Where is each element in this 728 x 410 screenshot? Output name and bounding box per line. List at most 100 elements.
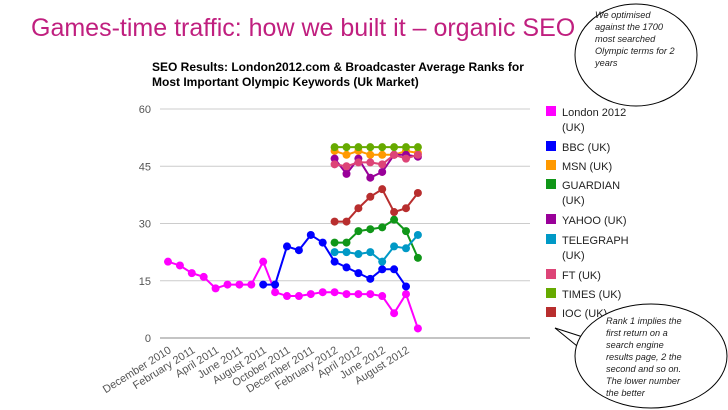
callout-bottom-text: second and so on. [606,364,681,374]
data-point [247,280,256,289]
data-point [413,324,422,333]
legend-item: BBC (UK) [546,141,610,154]
callout-bottom-text: Rank 1 implies the [606,316,682,326]
legend-swatch [546,269,556,279]
series-3 [330,215,422,262]
data-point [318,238,327,247]
legend-swatch [546,234,556,244]
data-point [366,192,375,201]
series-0 [164,257,422,333]
data-point [354,290,363,299]
legend-label: London 2012 [562,107,626,119]
legend-swatch [546,307,556,317]
data-point [283,292,291,301]
data-point [259,280,268,289]
data-point [342,217,351,226]
data-point [330,143,339,152]
data-point [199,272,208,281]
data-point [366,274,375,283]
data-point [413,188,422,197]
data-point [330,217,339,226]
data-point [390,208,399,217]
legend-item: London 2012 (UK) [546,106,626,134]
data-point [366,225,375,234]
callout-bottom-text: results page, 2 the [606,352,682,362]
callout-top-text: years [594,58,618,68]
data-point [306,290,315,299]
chart-title-line: SEO Results: London2012.com & Broadcaste… [152,60,524,74]
data-point [390,215,399,224]
data-point [330,154,339,163]
data-point [366,248,375,257]
legend-item: FT (UK) [546,269,601,282]
legend-label: IOC (UK) [562,308,607,320]
series-1 [259,230,410,291]
series-7 [330,143,422,152]
chart-title-line: Most Important Olympic Keywords (Uk Mark… [152,75,419,89]
slide-title: Games-time traffic: how we built it – or… [31,14,576,42]
legend-label: (UK) [562,250,585,262]
data-point [318,288,327,297]
data-point [378,160,387,169]
data-point [378,185,387,194]
data-point [402,282,410,291]
callout-bottom-bubble [574,303,728,409]
data-point [330,160,339,169]
data-point [342,162,351,171]
legend-label: BBC (UK) [562,142,610,154]
data-point [330,257,339,266]
data-point [271,280,280,289]
data-point [366,158,375,167]
legend-item: MSN (UK) [546,160,612,173]
data-point [390,143,399,152]
callout-top-text: We optimised [595,10,651,20]
data-point [402,143,410,152]
data-point [354,250,363,259]
data-point [390,150,399,159]
data-point [413,230,422,239]
callout-bottom: Rank 1 implies the first return on a searc… [554,303,728,409]
data-point [366,150,375,159]
data-point [402,204,410,213]
data-point [390,265,399,274]
callout-bottom-text: first return on a [606,328,668,338]
legend-item: TIMES (UK) [546,288,621,301]
legend-label: FT (UK) [562,270,601,282]
data-point [294,292,303,301]
data-point [211,284,220,293]
series-8 [330,185,422,226]
data-point [366,173,375,182]
callout-bottom-text: The lower number [606,376,681,386]
data-point [175,261,184,270]
series-6 [330,150,422,171]
data-point [366,143,375,152]
data-point [402,227,410,236]
data-point [354,204,363,213]
callout-bottom-text: the better [606,388,646,398]
data-point [342,143,351,152]
data-point [354,227,363,236]
data-point [378,292,387,301]
data-point [354,143,363,152]
legend-swatch [546,179,556,189]
data-point [402,244,410,253]
data-point [378,257,387,266]
series-5 [330,230,422,266]
chart-series [164,143,422,333]
data-point [402,290,410,299]
data-point [330,248,339,257]
chart-legend: London 2012 (UK) BBC (UK) MSN (UK) GUARDIAN (… [546,106,629,320]
series-line [167,259,419,329]
data-point [342,238,351,247]
data-point [378,223,387,232]
y-tick-label: 45 [139,161,151,173]
legend-label: (UK) [562,122,585,134]
data-point [330,288,339,297]
callout-top: We optimised against the 1700 most searche… [574,3,698,107]
y-tick-label: 60 [139,104,151,116]
data-point [223,280,232,289]
data-point [259,257,268,266]
data-point [283,242,291,251]
legend-label: (UK) [562,195,585,207]
data-point [294,246,303,255]
